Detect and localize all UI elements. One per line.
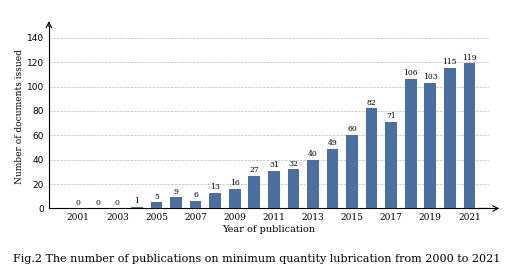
Text: 60: 60: [347, 125, 357, 134]
Text: 27: 27: [249, 166, 259, 174]
Text: 71: 71: [386, 112, 396, 120]
Bar: [151, 202, 162, 209]
Text: 0: 0: [76, 199, 81, 207]
Bar: [444, 68, 456, 209]
Bar: [346, 135, 358, 209]
X-axis label: Year of publication: Year of publication: [223, 225, 315, 234]
Bar: [327, 149, 339, 209]
Text: 1: 1: [134, 197, 140, 205]
Text: 103: 103: [423, 73, 438, 81]
Text: 31: 31: [269, 161, 279, 169]
Bar: [366, 108, 378, 209]
Text: 5: 5: [154, 193, 159, 201]
Bar: [385, 122, 397, 209]
Text: 0: 0: [95, 199, 100, 207]
Text: Fig.2 The number of publications on minimum quantity lubrication from 2000 to 20: Fig.2 The number of publications on mini…: [13, 254, 500, 264]
Text: 49: 49: [328, 139, 338, 147]
Text: 6: 6: [193, 191, 198, 199]
Bar: [268, 171, 280, 209]
Text: 40: 40: [308, 150, 318, 158]
Bar: [287, 169, 299, 209]
Text: 0: 0: [115, 199, 120, 207]
Text: 106: 106: [403, 69, 418, 77]
Text: 115: 115: [443, 58, 457, 67]
Y-axis label: Number of documents issued: Number of documents issued: [15, 50, 24, 184]
Bar: [170, 197, 182, 209]
Text: 9: 9: [173, 188, 179, 196]
Bar: [307, 160, 319, 209]
Text: 13: 13: [210, 183, 220, 191]
Text: 119: 119: [462, 54, 477, 61]
Bar: [209, 193, 221, 209]
Bar: [248, 175, 260, 209]
Bar: [464, 63, 475, 209]
Text: 82: 82: [367, 99, 377, 107]
Bar: [131, 207, 143, 209]
Text: 32: 32: [288, 160, 299, 168]
Bar: [424, 83, 436, 209]
Text: 16: 16: [230, 179, 240, 187]
Bar: [229, 189, 241, 209]
Bar: [405, 79, 417, 209]
Bar: [190, 201, 202, 209]
